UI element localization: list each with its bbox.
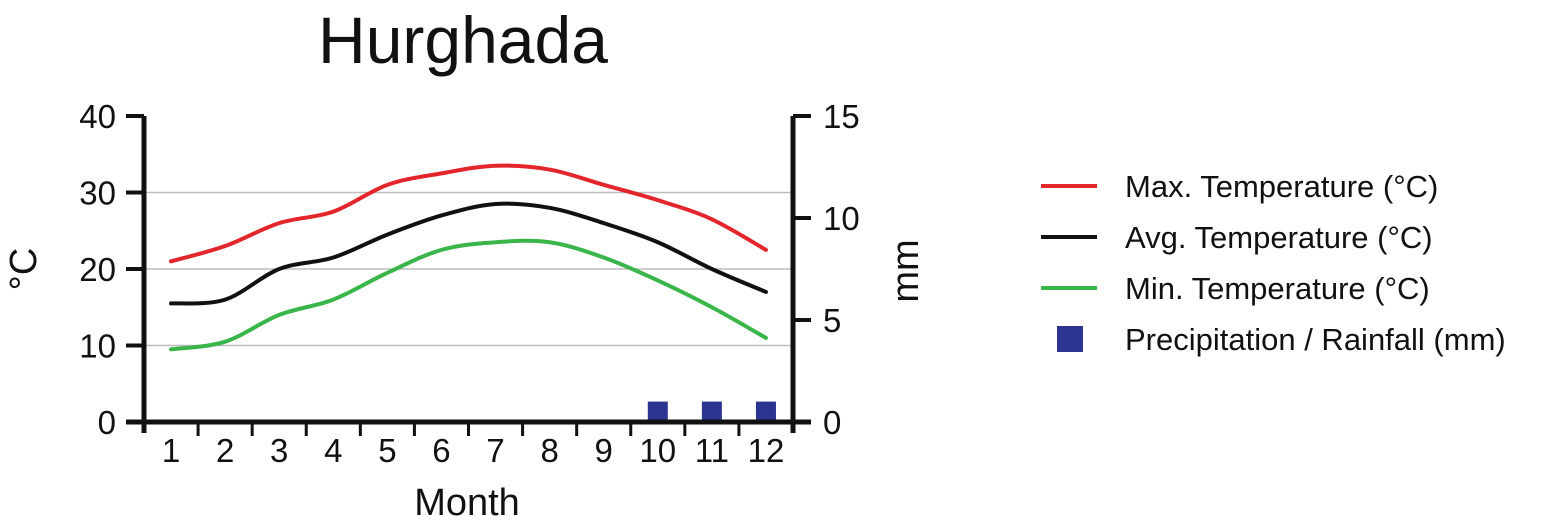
legend-swatch (1057, 326, 1083, 352)
y-tick-label: 30 (79, 175, 116, 212)
x-tick-label: 1 (162, 432, 180, 469)
x-tick-label: 11 (695, 432, 729, 469)
y2-tick-label: 15 (823, 98, 860, 135)
x-axis-ticks: 1 2 3 4 5 6 7 8 9 10 11 12 (162, 422, 784, 469)
chart-title: Hurghada (318, 3, 608, 77)
y2-tick-label: 10 (823, 200, 860, 237)
y2-tick-label: 5 (823, 302, 841, 339)
precipitation-bar (755, 401, 776, 422)
y-tick-label: 40 (79, 98, 116, 135)
x-tick-label: 10 (639, 432, 676, 469)
left-axis-ticks: 0 10 20 30 40 (79, 98, 144, 441)
y-axis-title: °C (3, 248, 45, 291)
y2-axis-title: mm (885, 239, 927, 302)
series-line-1 (169, 201, 768, 306)
x-tick-label: 12 (748, 432, 785, 469)
x-tick-label: 7 (486, 432, 504, 469)
precipitation-bars (647, 401, 776, 422)
legend-label: Avg. Temperature (°C) (1125, 220, 1433, 255)
y2-tick-label: 0 (823, 404, 841, 441)
x-tick-label: 9 (595, 432, 613, 469)
legend: Max. Temperature (°C) Avg. Temperature (°… (1041, 169, 1506, 357)
y-tick-label: 10 (79, 328, 116, 365)
temperature-lines (169, 163, 768, 352)
x-axis-title: Month (414, 482, 520, 524)
right-axis-ticks: 0 5 10 15 (793, 98, 860, 441)
x-tick-label: 8 (540, 432, 558, 469)
legend-label: Min. Temperature (°C) (1125, 271, 1430, 306)
x-tick-label: 3 (270, 432, 288, 469)
legend-label: Precipitation / Rainfall (mm) (1125, 322, 1506, 357)
x-tick-label: 2 (216, 432, 234, 469)
precipitation-bar (647, 401, 668, 422)
series-line-2 (169, 238, 768, 352)
x-tick-label: 4 (324, 432, 342, 469)
x-tick-label: 5 (378, 432, 396, 469)
y-tick-label: 0 (98, 404, 116, 441)
legend-label: Max. Temperature (°C) (1125, 169, 1438, 204)
y-tick-label: 20 (79, 251, 116, 288)
precipitation-bar (701, 401, 722, 422)
x-tick-label: 6 (432, 432, 450, 469)
grid-lines (144, 191, 793, 347)
axes (126, 116, 811, 433)
series-line-0 (169, 163, 768, 264)
